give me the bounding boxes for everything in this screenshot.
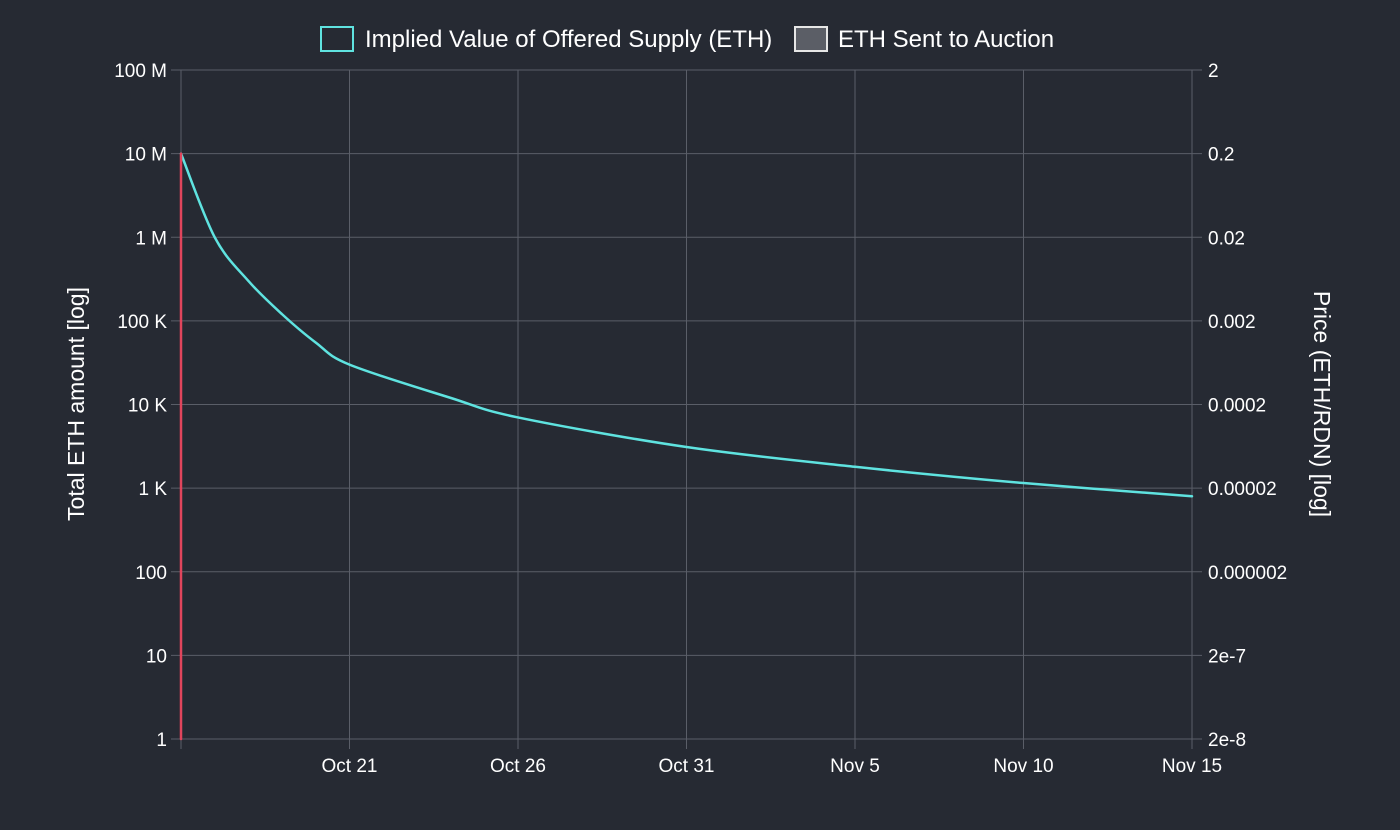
left-tick-label: 1 (156, 730, 167, 751)
x-tick-label: Oct 26 (490, 756, 546, 777)
right-tick-label: 0.02 (1208, 228, 1245, 249)
right-tick-label: 0.002 (1208, 312, 1256, 333)
left-tick-label: 1 K (138, 479, 167, 500)
left-tick-label: 10 (146, 646, 167, 667)
right-tick-label: 2e-8 (1208, 730, 1246, 751)
left-axis-ticks: 1 10 100 1 K 10 K 100 K 1 M 10 M 100 M (114, 61, 167, 751)
right-tick-label: 0.000002 (1208, 563, 1287, 584)
left-tick-label: 1 M (135, 228, 167, 249)
x-axis-ticks: Oct 21 Oct 26 Oct 31 Nov 5 Nov 10 Nov 15 (322, 756, 1223, 777)
legend-swatch-implied-value[interactable] (320, 26, 354, 52)
grid (171, 69, 1202, 749)
legend-label-implied-value[interactable]: Implied Value of Offered Supply (ETH) (365, 26, 772, 53)
right-axis-ticks: 2e-8 2e-7 0.000002 0.00002 0.0002 0.002 0.02 0.… (1208, 61, 1287, 751)
left-tick-label: 10 M (125, 145, 167, 166)
series-line-implied-value (179, 152, 1194, 498)
left-tick-label: 100 K (117, 312, 167, 333)
x-tick-label: Oct 21 (322, 756, 378, 777)
legend-label-eth-sent[interactable]: ETH Sent to Auction (838, 26, 1054, 53)
right-tick-label: 0.00002 (1208, 479, 1277, 500)
x-tick-label: Nov 5 (830, 756, 880, 777)
x-tick-label: Nov 15 (1162, 756, 1222, 777)
left-tick-label: 100 M (114, 61, 167, 82)
x-tick-label: Nov 10 (993, 756, 1053, 777)
right-axis-label: Price (ETH/RDN) [log] (1309, 291, 1335, 517)
right-tick-label: 2 (1208, 61, 1219, 82)
right-tick-label: 0.2 (1208, 145, 1234, 166)
series-layer (179, 152, 1194, 741)
left-tick-label: 10 K (128, 396, 167, 417)
right-tick-label: 0.0002 (1208, 396, 1266, 417)
right-tick-label: 2e-7 (1208, 646, 1246, 667)
legend-swatch-eth-sent[interactable] (794, 26, 828, 52)
x-tick-label: Oct 31 (659, 756, 715, 777)
left-axis-label: Total ETH amount [log] (63, 287, 89, 521)
legend[interactable]: Implied Value of Offered Supply (ETH) ET… (320, 26, 1054, 53)
left-tick-label: 100 (135, 563, 167, 584)
